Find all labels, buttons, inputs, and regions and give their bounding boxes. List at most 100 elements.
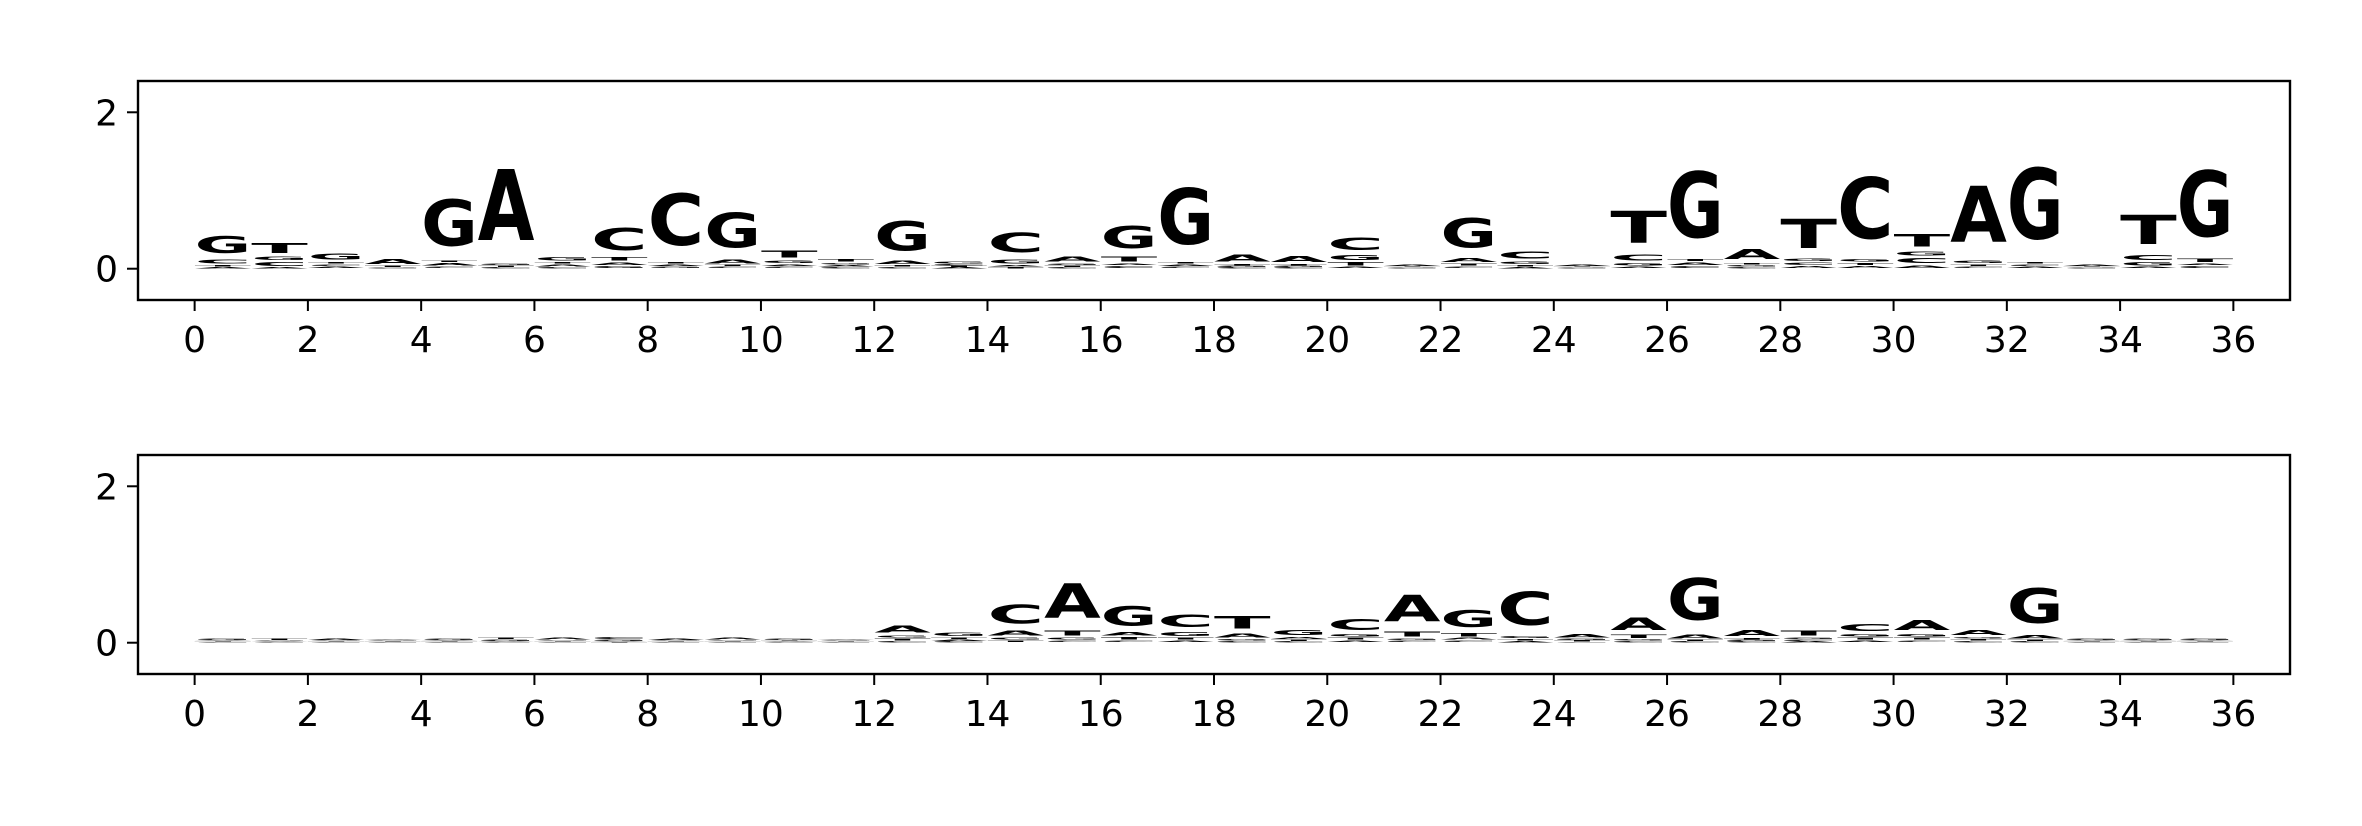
logo-letter-C: C [1214,267,1271,269]
logo-letter-A: A [648,639,705,641]
logo-letter-A: A [2120,640,2177,641]
logo-letter-A: A [1894,618,1951,634]
x-tick-label: 16 [1078,320,1124,361]
logo-letter-A: A [534,637,591,640]
logo-letter-C: C [987,600,1044,630]
logo-letter-T: T [1554,266,1611,267]
logo-letter-C: C [1214,641,1271,643]
logo-letter-G: G [818,640,875,641]
logo-letter-C: C [2063,642,2120,643]
logo-letter-T: T [478,266,535,268]
logo-letter-T: T [1101,255,1158,263]
logo-letter-C: C [1327,616,1384,633]
logo-letter-C: C [1101,266,1158,269]
logo-letter-A: A [931,640,988,642]
logo-letter-A: A [2063,640,2120,641]
logo-letter-A: A [1667,262,1724,266]
logo-letter-C: C [648,181,705,262]
logo-letter-T: T [1894,637,1951,640]
logo-letter-G: G [365,640,422,641]
logo-letter-T: T [1667,259,1724,262]
logo-letter-A: A [648,264,705,266]
x-tick-label: 18 [1191,694,1237,735]
y-tick-label: 0 [95,624,118,665]
logo-letter-C: C [1950,266,2007,268]
logo-letter-A: A [1950,170,2007,260]
logo-letter-T: T [1610,634,1667,639]
logo-letter-A: A [704,259,761,265]
logo-letter-G: G [1667,567,1724,634]
logo-letter-G: G [1214,266,1271,268]
logo-letter-A: A [1441,257,1498,263]
x-tick-label: 32 [1984,320,2030,361]
logo-letter-T: T [874,265,931,267]
logo-letter-A: A [931,267,988,269]
logo-letter-G: G [478,640,535,642]
logo-letter-A: A [761,641,818,642]
logo-letter-T: T [1724,262,1781,264]
logo-letter-G: G [421,639,478,641]
logo-letter-G: G [534,640,591,641]
logo-letter-G: G [2120,639,2177,641]
logo-panel-bottom: CTAGCAGTCTGACTGACTAGCAGTCTGATAGCCTGACTGA… [95,453,2292,735]
logo-letter-T: T [1724,638,1781,640]
logo-letter-G: G [648,640,705,641]
logo-letter-A: A [1780,266,1837,269]
logo-letter-T: T [2007,640,2064,642]
logo-letter-T: T [1384,630,1441,638]
logo-letter-C: C [1554,268,1611,269]
logo-letter-C: C [1101,640,1158,642]
logo-letter-G: G [931,261,988,264]
logo-letter-G: G [1780,637,1837,639]
logo-letter-G: G [818,262,875,264]
logo-letter-C: C [1837,622,1894,634]
logo-letter-A: A [195,640,252,641]
logo-letter-C: C [1157,266,1214,268]
x-tick-label: 18 [1191,320,1237,361]
logo-letter-A: A [987,630,1044,638]
logo-letter-T: T [591,257,648,262]
logo-letter-C: C [2007,264,2064,266]
logo-letter-G: G [2063,639,2120,641]
logo-letter-G: G [2177,152,2234,258]
logo-letter-C: C [365,642,422,643]
logo-letter-T: T [534,641,591,642]
x-tick-label: 34 [2097,320,2143,361]
logo-letter-T: T [1044,266,1101,268]
logo-letter-G: G [1441,211,1498,257]
logo-letter-C: C [2177,266,2234,269]
logo-letter-G: G [1384,267,1441,268]
logo-letter-A: A [874,623,931,635]
logo-letter-T: T [308,641,365,642]
logo-letter-A: A [818,265,875,267]
logo-letter-G: G [931,632,988,637]
logo-letter-T: T [1327,637,1384,640]
logo-letter-A: A [2177,640,2234,641]
logo-letter-T: T [818,259,875,263]
logo-letter-T: T [1214,613,1271,633]
logo-letter-G: G [308,252,365,261]
logo-letter-G: G [1837,259,1894,263]
logo-letter-G: G [478,263,535,265]
logo-letter-C: C [478,642,535,643]
logo-letter-T: T [1441,633,1498,638]
logo-letter-A: A [1894,265,1951,269]
logo-letter-A: A [1837,266,1894,269]
logo-letter-G: G [874,635,931,638]
logo-letter-C: C [195,259,252,265]
logo-letter-C: C [251,642,308,643]
x-tick-label: 24 [1531,694,1577,735]
x-tick-label: 30 [1871,694,1917,735]
logo-letter-C: C [1894,257,1951,265]
logo-letter-A: A [591,262,648,266]
logo-letter-G: G [2177,638,2234,640]
logo-letter-T: T [931,266,988,268]
logo-letter-C: C [1497,582,1554,635]
logo-letter-T: T [2177,258,2234,263]
logo-letter-C: C [1724,267,1781,269]
logo-letter-A: A [308,639,365,641]
logo-letter-T: T [1271,264,1328,266]
logo-letter-C: C [1384,640,1441,642]
logo-letter-T: T [761,640,818,641]
logo-letter-G: G [1894,633,1951,637]
